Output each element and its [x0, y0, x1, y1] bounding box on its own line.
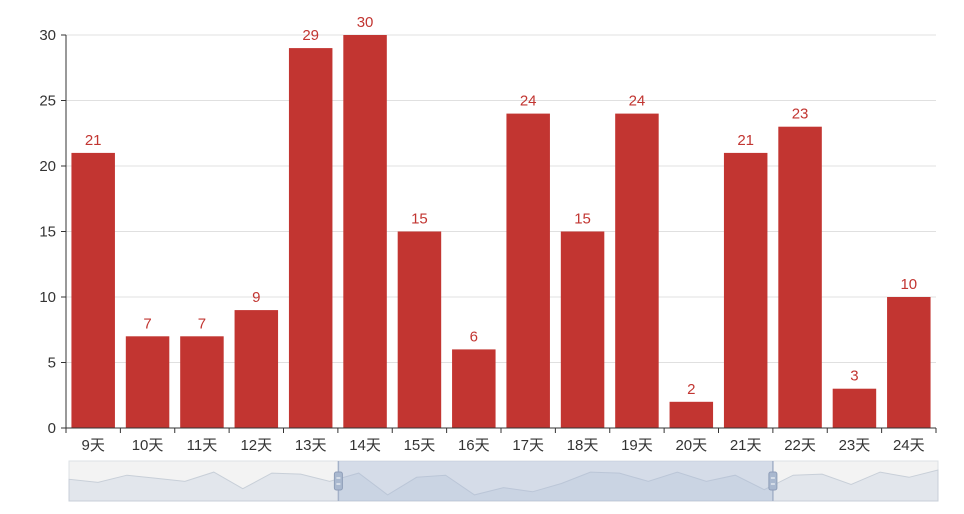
data-label: 30	[357, 14, 374, 31]
bar[interactable]	[615, 113, 659, 428]
data-label: 6	[470, 328, 478, 345]
x-tick-label: 11天	[187, 437, 218, 454]
bar[interactable]	[125, 336, 170, 428]
data-label: 24	[629, 93, 646, 110]
y-tick-label: 5	[48, 355, 56, 372]
data-labels: 21 7 7 9 29 30 15 6 24 15 24 2 21 23 3 10	[85, 14, 917, 398]
x-tick-label: 14天	[349, 437, 381, 454]
x-tick-label: 18天	[567, 437, 599, 454]
y-tick-label: 10	[39, 289, 56, 306]
data-label: 24	[520, 93, 537, 110]
data-label: 3	[850, 368, 858, 385]
data-label: 29	[302, 27, 319, 44]
bar[interactable]	[288, 48, 333, 428]
bar[interactable]	[180, 336, 224, 428]
y-tick-label: 15	[39, 224, 56, 241]
x-tick-label: 23天	[839, 437, 871, 454]
x-tick-label: 10天	[132, 437, 164, 454]
x-tick-label: 16天	[458, 437, 490, 454]
x-tick-label: 12天	[240, 437, 272, 454]
data-label: 2	[687, 381, 695, 398]
bars	[71, 35, 931, 429]
data-label: 15	[574, 211, 591, 228]
data-label: 7	[143, 315, 151, 332]
x-tick-label: 21天	[730, 437, 762, 454]
data-label: 23	[792, 106, 809, 123]
zoom-handle-left[interactable]	[333, 471, 343, 491]
data-label: 9	[252, 289, 260, 306]
bar[interactable]	[234, 310, 279, 428]
y-tick-label: 25	[39, 93, 56, 110]
y-axis: 0 5 10 15 20 25 30	[39, 27, 67, 437]
bar[interactable]	[452, 349, 496, 428]
x-tick-label: 24天	[893, 437, 925, 454]
data-label: 7	[198, 315, 206, 332]
bar[interactable]	[343, 35, 387, 428]
x-tick-label: 20天	[675, 437, 707, 454]
zoom-handle-right[interactable]	[768, 471, 778, 491]
zoom-preview-area	[68, 469, 939, 502]
x-tick-label: 9天	[82, 437, 105, 454]
y-tick-label: 0	[48, 420, 56, 437]
data-label: 10	[900, 276, 917, 293]
x-tick-label: 17天	[512, 437, 544, 454]
x-axis: 9天 10天 11天 12天 13天 14天 15天 16天 17天 18天 19天 20天 21天 22…	[65, 427, 937, 454]
x-tick-label: 13天	[295, 437, 327, 454]
y-tick-label: 30	[39, 27, 56, 44]
data-label: 15	[411, 211, 428, 228]
x-tick-label: 15天	[404, 437, 436, 454]
bar[interactable]	[669, 401, 714, 428]
bar[interactable]	[887, 297, 931, 428]
bar[interactable]	[560, 231, 605, 429]
bar[interactable]	[71, 152, 115, 428]
zoom-selected-window[interactable]	[338, 461, 773, 501]
bar[interactable]	[506, 113, 550, 428]
bar[interactable]	[723, 152, 768, 428]
bar[interactable]	[397, 231, 442, 429]
x-tick-label: 22天	[784, 437, 816, 454]
x-tick-label: 19天	[621, 437, 653, 454]
y-tick-label: 20	[39, 158, 56, 175]
data-zoom-slider[interactable]	[68, 460, 939, 502]
data-label: 21	[737, 132, 754, 149]
bar[interactable]	[778, 126, 822, 428]
bar[interactable]	[832, 388, 877, 428]
data-label: 21	[85, 132, 102, 149]
